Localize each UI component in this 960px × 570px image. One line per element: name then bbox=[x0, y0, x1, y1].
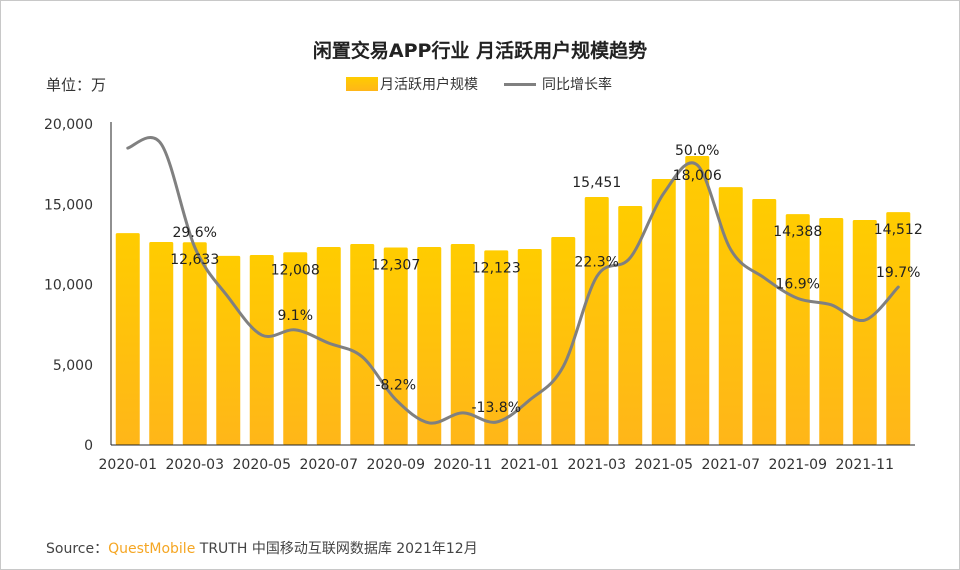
bar-2020-11 bbox=[450, 244, 475, 445]
source-note: Source：QuestMobile TRUTH 中国移动互联网数据库 2021… bbox=[46, 538, 478, 558]
unit-label: 单位：万 bbox=[46, 76, 107, 94]
bar-2021-06 bbox=[685, 156, 710, 445]
bar-value-label: 15,451 bbox=[572, 175, 621, 191]
y-tick-label: 10,000 bbox=[44, 278, 93, 294]
x-tick-label: 2021-11 bbox=[836, 457, 895, 473]
bar-2021-01 bbox=[517, 249, 542, 445]
bar-2021-11 bbox=[852, 219, 877, 445]
bar-2021-12 bbox=[886, 212, 911, 445]
bar-2021-10 bbox=[819, 218, 844, 445]
legend-line-swatch bbox=[504, 82, 536, 86]
source-prefix: Source： bbox=[46, 541, 109, 557]
bar-2020-03 bbox=[182, 242, 207, 445]
bar-2020-04 bbox=[216, 255, 241, 445]
x-tick-label: 2021-03 bbox=[568, 457, 627, 473]
growth-rate-label: 9.1% bbox=[277, 308, 313, 324]
bar-2021-09 bbox=[785, 214, 810, 445]
bar-2020-06 bbox=[283, 252, 308, 445]
growth-rate-label: 29.6% bbox=[173, 225, 217, 241]
bar-2020-01 bbox=[115, 233, 140, 445]
bar-value-label: 14,512 bbox=[874, 222, 923, 238]
growth-rate-label: 16.9% bbox=[776, 276, 820, 292]
bar-value-label: 12,633 bbox=[170, 252, 219, 268]
bar-value-label: 18,006 bbox=[673, 168, 722, 184]
source-brand: QuestMobile bbox=[108, 541, 196, 557]
bar-2020-05 bbox=[249, 254, 274, 445]
bar-2021-03 bbox=[584, 197, 609, 445]
bar-value-label: 12,008 bbox=[271, 262, 320, 278]
bar-2021-02 bbox=[551, 236, 576, 445]
source-rest: TRUTH 中国移动互联网数据库 2021年12月 bbox=[199, 541, 478, 557]
y-tick-label: 5,000 bbox=[53, 358, 93, 374]
growth-rate-label: 22.3% bbox=[575, 255, 619, 271]
y-tick-label: 0 bbox=[84, 438, 93, 454]
growth-rate-label: -13.8% bbox=[471, 400, 521, 416]
growth-rate-label: -8.2% bbox=[375, 378, 416, 394]
bar-2020-08 bbox=[350, 244, 375, 445]
bar-2021-04 bbox=[618, 206, 643, 445]
x-tick-label: 2021-09 bbox=[769, 457, 828, 473]
legend-item-line: 同比增长率 bbox=[504, 74, 612, 94]
x-tick-label: 2020-05 bbox=[233, 457, 292, 473]
y-tick-label: 15,000 bbox=[44, 197, 93, 213]
legend-line-label: 同比增长率 bbox=[542, 77, 612, 93]
bar-value-label: 14,388 bbox=[773, 224, 822, 240]
bar-2020-07 bbox=[316, 246, 341, 445]
legend-bar-label: 月活跃用户规模 bbox=[380, 77, 478, 93]
x-tick-label: 2020-03 bbox=[166, 457, 225, 473]
y-tick-label: 20,000 bbox=[44, 117, 93, 133]
growth-rate-line bbox=[126, 136, 900, 425]
bar-2020-02 bbox=[149, 241, 174, 445]
x-tick-label: 2020-01 bbox=[99, 457, 158, 473]
chart-title: 闲置交易APP行业 月活跃用户规模趋势 bbox=[312, 40, 648, 62]
x-tick-label: 2021-01 bbox=[501, 457, 560, 473]
bar-value-label: 12,123 bbox=[472, 260, 521, 276]
bar-2021-07 bbox=[718, 187, 743, 445]
legend-item-bar: 月活跃用户规模 bbox=[346, 74, 478, 94]
x-tick-label: 2020-07 bbox=[300, 457, 359, 473]
bar-2021-05 bbox=[651, 179, 676, 445]
x-tick-label: 2021-05 bbox=[635, 457, 694, 473]
x-tick-label: 2020-09 bbox=[367, 457, 426, 473]
bar-2020-12 bbox=[484, 250, 509, 445]
growth-rate-label: 50.0% bbox=[675, 143, 719, 159]
growth-rate-label: 19.7% bbox=[876, 265, 920, 281]
legend: 月活跃用户规模 同比增长率 bbox=[346, 74, 612, 94]
bar-value-label: 12,307 bbox=[371, 257, 420, 273]
x-tick-label: 2020-11 bbox=[434, 457, 493, 473]
bar-2021-08 bbox=[752, 198, 777, 445]
x-tick-label: 2021-07 bbox=[702, 457, 761, 473]
legend-bar-swatch bbox=[346, 77, 378, 91]
bar-2020-10 bbox=[417, 246, 442, 445]
bar-2020-09 bbox=[383, 247, 408, 445]
